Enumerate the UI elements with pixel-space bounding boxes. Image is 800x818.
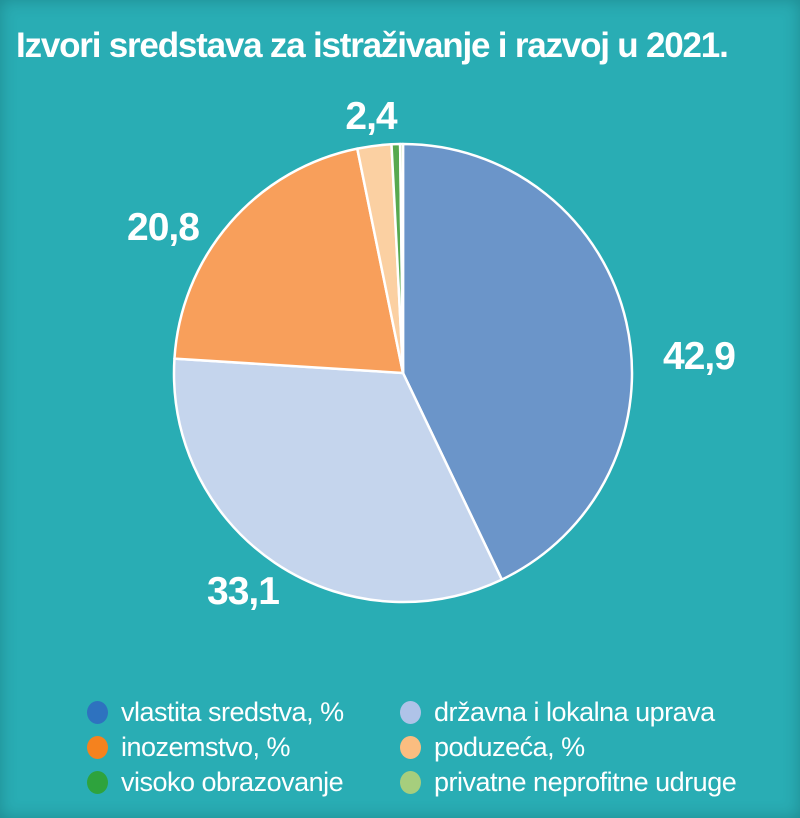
legend-label: državna i lokalna uprava (434, 697, 715, 727)
pie-value-label-vlastita-sredstva: 42,9 (663, 335, 736, 378)
pie-value-label-inozemstvo: 20,8 (127, 206, 200, 249)
legend-label: inozemstvo, % (121, 732, 291, 762)
legend-label: poduzeća, % (434, 732, 585, 762)
pie-slice (401, 142, 634, 581)
legend: vlastita sredstva, % inozemstvo, % visok… (87, 695, 737, 800)
legend-item-visoko-obrazovanje: visoko obrazovanje (87, 765, 400, 800)
legend-dot-light-orange (400, 736, 421, 759)
pie-value-label-drzavna-uprava: 33,1 (207, 570, 280, 613)
legend-item-inozemstvo: inozemstvo, % (87, 730, 400, 765)
legend-dot-green (87, 771, 108, 794)
legend-label: privatne neprofitne udruge (434, 767, 737, 797)
legend-label: vlastita sredstva, % (121, 697, 344, 727)
legend-item-drzavna-uprava: državna i lokalna uprava (400, 695, 736, 730)
legend-dot-orange (87, 736, 108, 759)
pie-slice (173, 147, 405, 375)
pie-slice (398, 142, 405, 375)
pie-slice (172, 357, 504, 604)
chart-title: Izvori sredstava za istraživanje i razvo… (16, 26, 729, 65)
legend-dot-light-green (400, 771, 421, 794)
legend-item-privatne-udruge: privatne neprofitne udruge (400, 765, 737, 800)
legend-label: visoko obrazovanje (121, 767, 344, 797)
legend-item-vlastita-sredstva: vlastita sredstva, % (87, 695, 400, 730)
legend-item-poduzeca: poduzeća, % (400, 730, 736, 765)
legend-dot-blue (87, 701, 108, 724)
legend-dot-light-blue (400, 701, 421, 724)
pie-value-label-poduzeca: 2,4 (345, 95, 397, 138)
